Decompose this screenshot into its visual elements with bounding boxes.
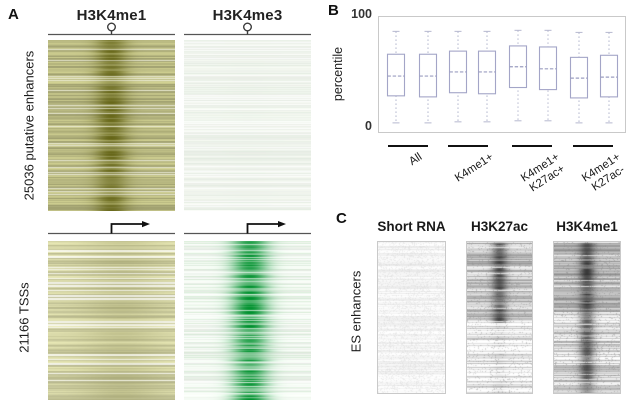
- panel-a-label: A: [8, 6, 19, 23]
- heatmap-h3k4me3-tss: [184, 241, 311, 400]
- heatmap-h3k4me1-enhancers: [48, 40, 175, 211]
- box: [599, 54, 619, 98]
- row-label-es-enhancers: ES enhancers: [348, 270, 364, 353]
- column-title-h3k27ac: H3K27ac: [470, 219, 529, 234]
- row-label-tss: 21166 TSSs: [16, 282, 32, 353]
- column-title-h3k4me1-c: H3K4me1: [556, 219, 618, 234]
- heatmap-h3k27ac-es: [466, 241, 533, 394]
- group-label: K4me1+ K27ac+: [519, 151, 569, 196]
- heatmap-h3k4me3-enhancers: [184, 40, 311, 211]
- center-pin-icon: [48, 22, 175, 36]
- heatmap-h3k4me1-es: [553, 241, 621, 394]
- column-title-short-rna: Short RNA: [377, 219, 446, 234]
- tss-arrow-icon: [48, 221, 175, 235]
- boxplot-frame: [378, 16, 626, 133]
- panel-b-label: B: [328, 2, 339, 19]
- box: [386, 53, 406, 97]
- heatmap-short-rna-es: [377, 241, 446, 394]
- group-underline: [448, 145, 488, 148]
- y-axis-label: percentile: [331, 46, 345, 102]
- group-label: K4me1+ K27ac-: [580, 151, 630, 196]
- heatmap-h3k4me1-tss: [48, 241, 175, 400]
- y-tick-100: 100: [351, 7, 372, 21]
- y-tick-0: 0: [365, 119, 372, 133]
- group-label: K4me1+: [453, 151, 496, 185]
- column-title-h3k4me3: H3K4me3: [212, 7, 283, 24]
- group-label: All: [407, 151, 425, 169]
- group-underline: [573, 145, 613, 148]
- panel-c-label: C: [336, 210, 347, 227]
- row-label-enhancers: 25036 putative enhancers: [21, 50, 37, 201]
- group-underline: [512, 145, 552, 148]
- boxplot-svg: [386, 29, 619, 124]
- group-label-line: K4me1+: [452, 151, 496, 185]
- column-title-h3k4me1: H3K4me1: [76, 7, 147, 24]
- group-label-line: All: [407, 151, 425, 169]
- group-underline: [388, 145, 428, 148]
- tss-arrow-icon: [184, 221, 311, 235]
- center-pin-icon: [184, 22, 311, 36]
